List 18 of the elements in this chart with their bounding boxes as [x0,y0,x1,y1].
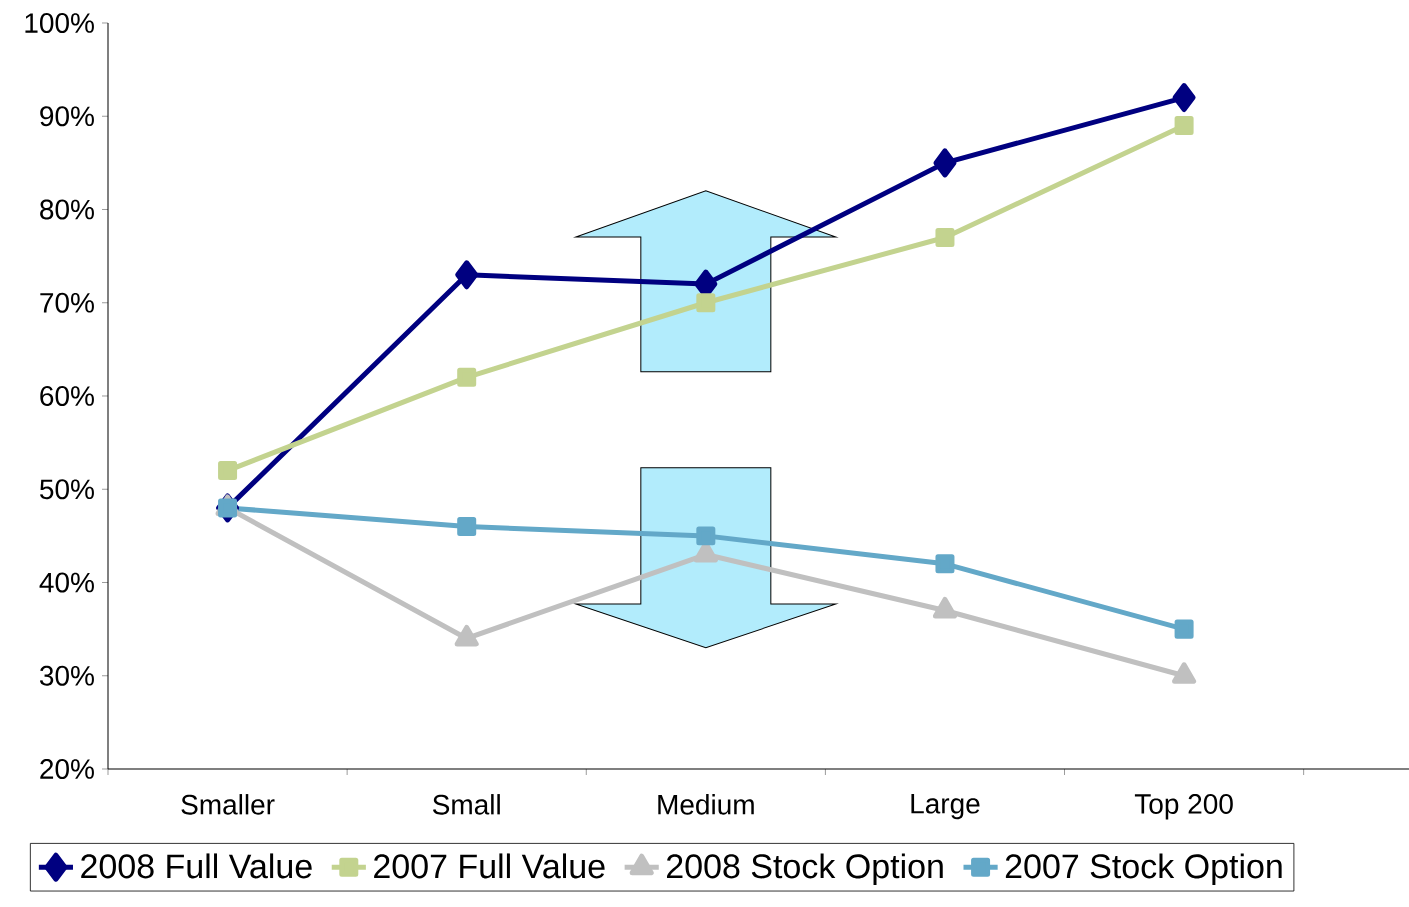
y-tick-label: 40% [39,572,94,593]
x-tick-label: Top 200 [1134,794,1233,820]
y-tick-label: 80% [40,199,94,220]
y-tick-label: 60% [40,386,94,406]
y-tick-label: 70% [40,292,94,313]
legend-label: 2008 Full Value [81,853,312,879]
x-tick-label: Small [432,794,500,815]
x-tick-label: Medium [658,794,754,815]
x-tick-label: Large [911,794,980,820]
x-tick-label: Smaller [181,794,275,815]
legend-label: 2008 Stock Option [666,853,943,886]
y-tick-label: 20% [40,759,94,779]
y-tick-label: 50% [40,479,94,500]
legend-label: 2007 Full Value [374,853,605,879]
y-tick-label: 100% [25,13,94,33]
y-tick-label: 30% [39,665,94,686]
y-tick-label: 90% [40,106,94,127]
legend-label: 2007 Stock Option [1005,853,1282,886]
